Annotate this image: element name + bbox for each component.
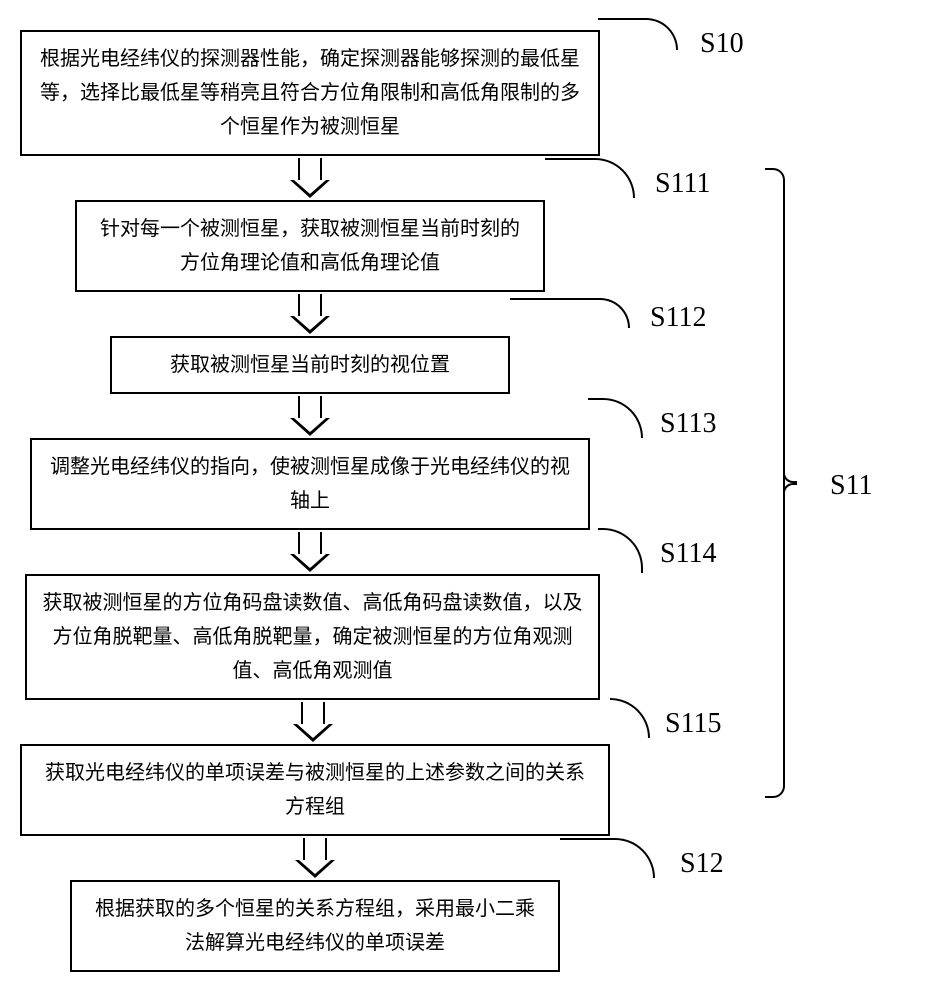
arrow-icon [110, 396, 510, 436]
arrow-icon [75, 294, 545, 334]
arrow-icon [30, 532, 590, 572]
step-s10: 根据光电经纬仪的探测器性能，确定探测器能够探测的最低星等，选择比最低星等稍亮且符… [20, 30, 600, 156]
label-s111: S111 [655, 168, 711, 200]
step-s10-text: 根据光电经纬仪的探测器性能，确定探测器能够探测的最低星等，选择比最低星等稍亮且符… [40, 48, 580, 138]
label-s10: S10 [700, 28, 744, 60]
step-s12-text: 根据获取的多个恒星的关系方程组，采用最小二乘法解算光电经纬仪的单项误差 [95, 898, 535, 954]
bracket-s11 [765, 168, 805, 798]
label-s112: S112 [650, 302, 707, 334]
label-s115: S115 [665, 708, 722, 740]
step-s113: 调整光电经纬仪的指向，使被测恒星成像于光电经纬仪的视轴上 [30, 438, 590, 530]
step-s111-text: 针对每一个被测恒星，获取被测恒星当前时刻的方位角理论值和高低角理论值 [100, 218, 520, 274]
step-s111: 针对每一个被测恒星，获取被测恒星当前时刻的方位角理论值和高低角理论值 [75, 200, 545, 292]
lead-line [510, 298, 630, 328]
step-s115: 获取光电经纬仪的单项误差与被测恒星的上述参数之间的关系方程组 [20, 744, 610, 836]
step-s114-text: 获取被测恒星的方位角码盘读数值、高低角码盘读数值，以及方位角脱靶量、高低角脱靶量… [43, 592, 583, 682]
arrow-icon [20, 838, 610, 878]
label-s113: S113 [660, 408, 717, 440]
label-s12: S12 [680, 848, 724, 880]
step-s112-text: 获取被测恒星当前时刻的视位置 [170, 354, 450, 376]
label-s114: S114 [660, 538, 717, 570]
arrow-icon [25, 702, 600, 742]
lead-line [598, 18, 678, 50]
arrow-icon [20, 158, 600, 198]
step-s115-text: 获取光电经纬仪的单项误差与被测恒星的上述参数之间的关系方程组 [45, 762, 585, 818]
label-s11: S11 [830, 470, 873, 502]
step-s113-text: 调整光电经纬仪的指向，使被测恒星成像于光电经纬仪的视轴上 [50, 456, 570, 512]
step-s114: 获取被测恒星的方位角码盘读数值、高低角码盘读数值，以及方位角脱靶量、高低角脱靶量… [25, 574, 600, 700]
step-s112: 获取被测恒星当前时刻的视位置 [110, 336, 510, 394]
step-s12: 根据获取的多个恒星的关系方程组，采用最小二乘法解算光电经纬仪的单项误差 [70, 880, 560, 972]
